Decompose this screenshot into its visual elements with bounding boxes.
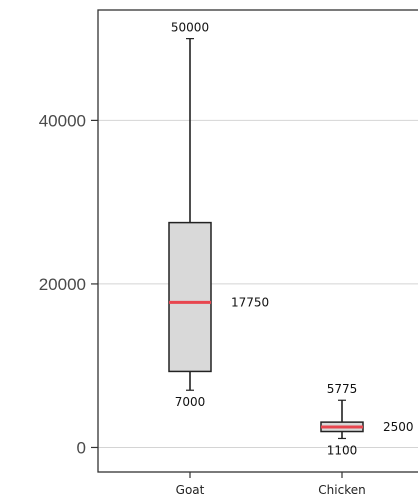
box-group-goat: 50000 17750 7000 <box>169 21 269 410</box>
y-tick-label: 20000 <box>39 275 86 294</box>
min-label: 7000 <box>175 395 206 409</box>
boxes: 50000 17750 7000 5775 2500 1100 <box>169 21 414 458</box>
plot-frame <box>98 10 418 472</box>
y-tick-label: 40000 <box>39 111 86 130</box>
gridlines <box>98 120 418 447</box>
x-tick-label: Goat <box>176 483 205 497</box>
y-axis: 0 20000 40000 <box>39 111 98 457</box>
x-axis: Goat Chicken <box>176 472 366 497</box>
median-label: 17750 <box>231 295 269 309</box>
x-tick-label: Chicken <box>318 483 365 497</box>
median-label: 2500 <box>383 420 414 434</box>
y-tick-label: 0 <box>77 438 86 457</box>
box-iqr <box>169 223 211 372</box>
max-label: 50000 <box>171 21 209 35</box>
max-label: 5775 <box>327 382 358 396</box>
min-label: 1100 <box>327 443 358 457</box>
box-group-chicken: 5775 2500 1100 <box>321 382 414 457</box>
